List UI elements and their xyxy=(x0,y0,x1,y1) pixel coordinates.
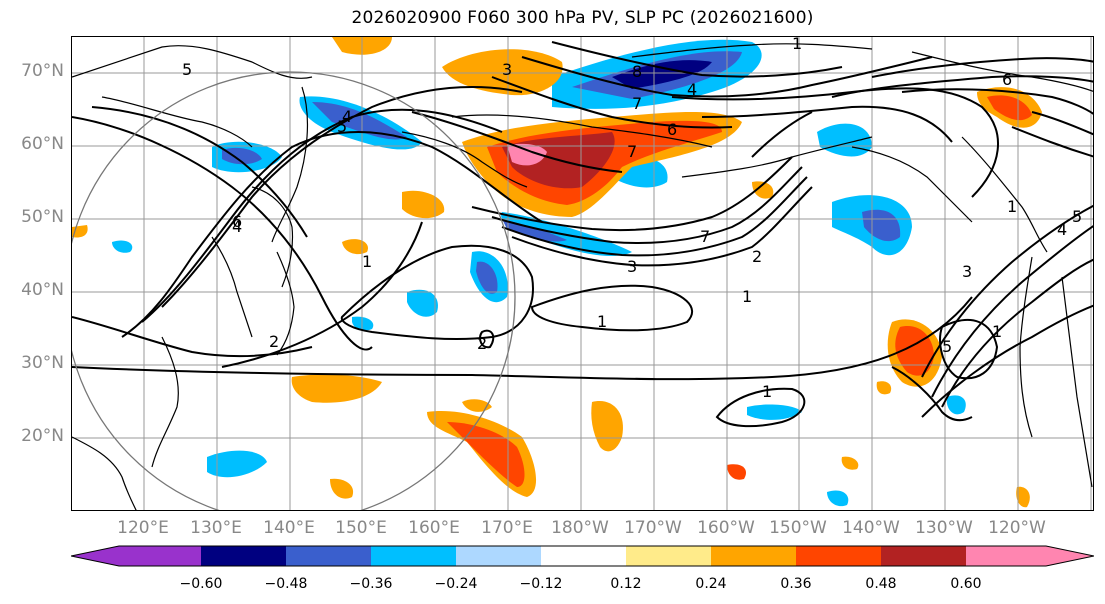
svg-text:3: 3 xyxy=(627,257,637,276)
lon-label-170w: 170°W xyxy=(624,518,682,538)
lon-label-170e: 170°E xyxy=(481,518,533,538)
colorbar-tick-label: −0.36 xyxy=(349,576,393,592)
svg-text:5: 5 xyxy=(1072,207,1082,226)
svg-text:1: 1 xyxy=(1007,197,1017,216)
lat-label-30n: 30°N xyxy=(21,353,64,373)
colorbar-tick-label: 0.12 xyxy=(610,576,642,592)
svg-text:5: 5 xyxy=(182,60,192,79)
colorbar-tick-label: −0.24 xyxy=(434,576,478,592)
lon-label-180w: 180°W xyxy=(551,518,609,538)
lon-label-160e: 160°E xyxy=(408,518,460,538)
colorbar-segment xyxy=(201,546,286,566)
svg-text:5: 5 xyxy=(942,337,952,356)
lon-label-140e: 140°E xyxy=(263,518,315,538)
colorbar-tick-label: −0.60 xyxy=(179,576,223,592)
svg-text:1: 1 xyxy=(597,312,607,331)
colorbar-segment xyxy=(541,546,626,566)
pv-slp-map: 1 8 4 7 6 5 5 3 4 4 7 1 6 2 2 3 1 1 7 2 … xyxy=(72,37,1093,510)
lon-label-120e: 120°E xyxy=(117,518,169,538)
svg-text:4: 4 xyxy=(342,107,352,126)
lat-label-60n: 60°N xyxy=(21,134,64,154)
svg-text:4: 4 xyxy=(232,217,242,236)
svg-text:5: 5 xyxy=(337,117,347,136)
map-panel: 1 8 4 7 6 5 5 3 4 4 7 1 6 2 2 3 1 1 7 2 … xyxy=(71,36,1094,511)
lon-label-150e: 150°E xyxy=(335,518,387,538)
coastlines xyxy=(72,43,1093,510)
svg-text:2: 2 xyxy=(752,247,762,266)
colorbar-tick-label: 0.24 xyxy=(695,576,727,592)
map-title: 2026020900 F060 300 hPa PV, SLP PC (2026… xyxy=(351,8,814,28)
lat-label-70n: 70°N xyxy=(21,61,64,81)
colorbar-right-arrow-icon xyxy=(1046,546,1094,566)
lon-label-140w: 140°W xyxy=(842,518,900,538)
lat-label-20n: 20°N xyxy=(21,426,64,446)
lon-label-120w: 120°W xyxy=(988,518,1046,538)
colorbar-segment xyxy=(711,546,796,566)
lon-label-150w: 150°W xyxy=(769,518,827,538)
colorbar-segment xyxy=(881,546,966,566)
colorbar xyxy=(71,545,1094,567)
colorbar-segment xyxy=(626,546,711,566)
svg-text:1: 1 xyxy=(792,37,802,53)
colorbar-segment xyxy=(371,546,456,566)
slp-contours xyxy=(72,41,1093,428)
highlight-circle xyxy=(72,71,516,510)
svg-text:7: 7 xyxy=(700,227,710,246)
svg-text:3: 3 xyxy=(502,60,512,79)
svg-text:4: 4 xyxy=(687,80,697,99)
lat-label-40n: 40°N xyxy=(21,280,64,300)
pv-negative-anomalies xyxy=(112,39,966,507)
svg-text:1: 1 xyxy=(362,252,372,271)
colorbar-tick-label: 0.36 xyxy=(780,576,812,592)
svg-text:6: 6 xyxy=(667,120,677,139)
svg-text:8: 8 xyxy=(632,62,642,81)
svg-text:1: 1 xyxy=(762,382,772,401)
lon-label-130e: 130°E xyxy=(190,518,242,538)
graticule xyxy=(72,37,1093,510)
colorbar-segment xyxy=(119,546,201,566)
colorbar-segment xyxy=(456,546,541,566)
svg-text:3: 3 xyxy=(962,262,972,281)
contour-labels: 1 8 4 7 6 5 5 3 4 4 7 1 6 2 2 3 1 1 7 2 … xyxy=(182,37,1082,401)
colorbar-segment xyxy=(796,546,881,566)
lon-label-130w: 130°W xyxy=(915,518,973,538)
colorbar-tick-label: 0.60 xyxy=(950,576,982,592)
colorbar-left-arrow-icon xyxy=(71,546,119,566)
colorbar-tick-label: −0.48 xyxy=(264,576,308,592)
svg-text:4: 4 xyxy=(1057,220,1067,239)
svg-text:1: 1 xyxy=(992,322,1002,341)
colorbar-tick-label: −0.12 xyxy=(519,576,563,592)
svg-text:2: 2 xyxy=(269,332,279,351)
svg-text:1: 1 xyxy=(742,287,752,306)
svg-text:7: 7 xyxy=(632,94,642,113)
lat-label-50n: 50°N xyxy=(21,207,64,227)
colorbar-tick-label: 0.48 xyxy=(865,576,897,592)
svg-text:7: 7 xyxy=(627,142,637,161)
svg-text:6: 6 xyxy=(1002,70,1012,89)
svg-text:2: 2 xyxy=(477,334,487,353)
lon-label-160w: 160°W xyxy=(697,518,755,538)
colorbar-segment xyxy=(286,546,371,566)
colorbar-segment xyxy=(966,546,1046,566)
svg-text:6: 6 xyxy=(232,212,242,231)
